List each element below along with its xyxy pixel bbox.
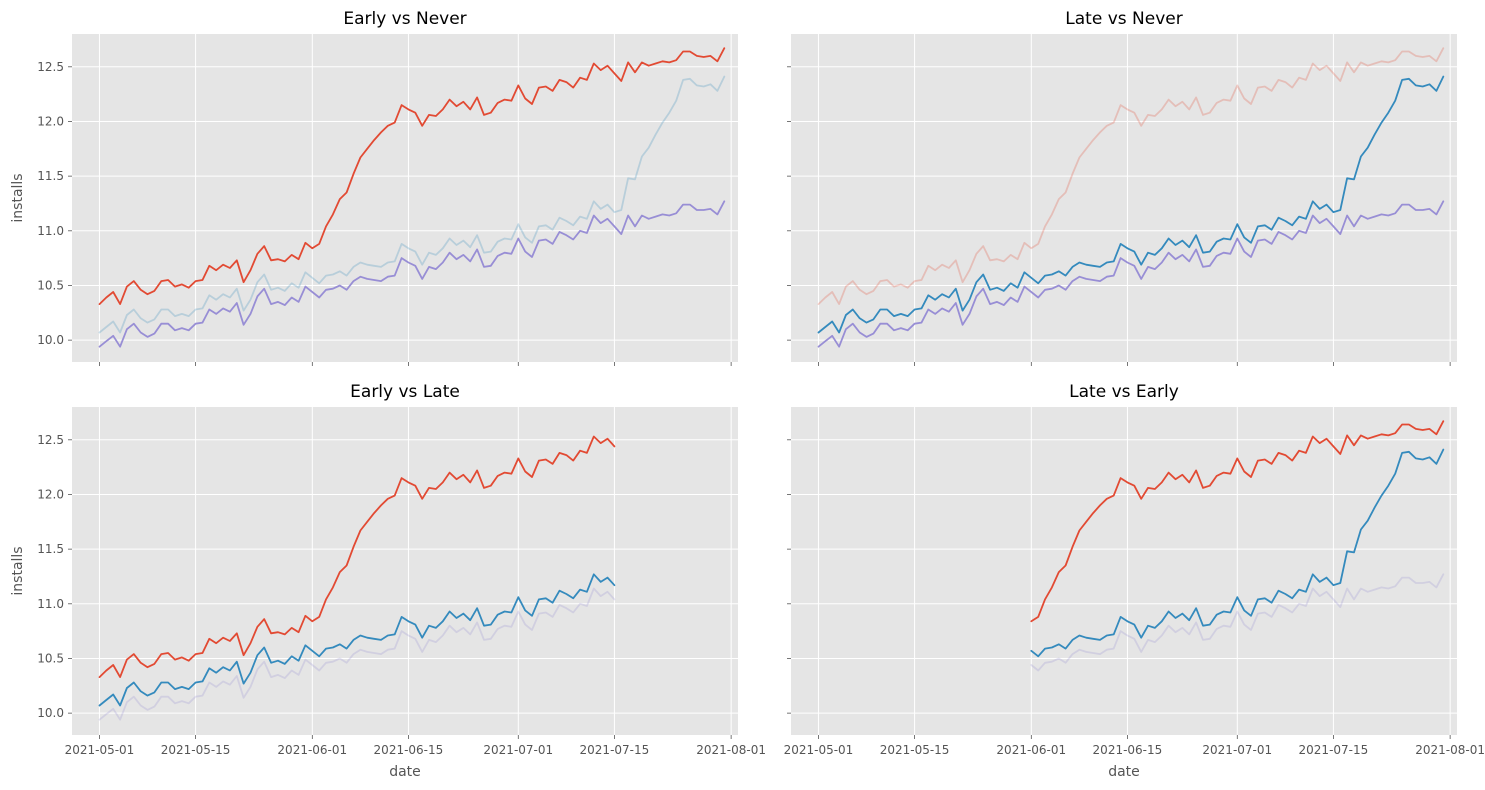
axis-ticks: 10.0 10.5 11.0 11.5 12.0 12.5 2021-05-01 2021-0…: [37, 433, 766, 757]
x-tick-label: 2021-06-15: [1093, 743, 1163, 757]
series-line-never: [98, 200, 726, 348]
gridlines: [791, 407, 1457, 735]
gridlines: [791, 34, 1457, 362]
x-tick-label: 2021-07-15: [1299, 743, 1369, 757]
series-lines: [817, 47, 1445, 348]
x-axis-label: date: [389, 764, 421, 780]
x-tick-label: 2021-05-01: [65, 743, 135, 757]
y-tick-label: 12.5: [37, 433, 64, 447]
x-tick-label: 2021-06-15: [374, 743, 444, 757]
series-line-late: [98, 573, 616, 707]
series-line-never: [817, 200, 1445, 348]
gridlines: [72, 34, 738, 362]
y-tick-label: 10.0: [37, 333, 64, 347]
axis-ticks: 10.0 10.5 11.0 11.5 12.0 12.5: [37, 60, 732, 366]
series-line-early: [817, 47, 1445, 306]
subplot-early-vs-late: 10.0 10.5 11.0 11.5 12.0 12.5 2021-05-01 2021-0…: [10, 382, 766, 780]
x-tick-label: 2021-08-01: [696, 743, 766, 757]
subplot-title: Early vs Late: [350, 382, 460, 402]
series-line-late: [817, 75, 1445, 334]
y-tick-label: 11.5: [37, 542, 64, 556]
x-tick-label: 2021-06-01: [277, 743, 347, 757]
series-lines: [1030, 420, 1445, 672]
axis-ticks: 2021-05-01 2021-05-15 2021-06-01 2021-06-15…: [784, 439, 1485, 757]
x-tick-label: 2021-07-01: [1202, 743, 1272, 757]
x-tick-label: 2021-07-01: [483, 743, 553, 757]
subplot-title: Early vs Never: [343, 9, 466, 29]
plot-area: [791, 407, 1457, 735]
subplot-early-vs-never: 10.010.511.011.512.012.5 Early vs Never …: [10, 9, 738, 366]
plot-area: [72, 407, 738, 735]
y-tick-label: 11.5: [37, 169, 64, 183]
y-axis-label: installs: [10, 173, 26, 222]
y-tick-label: 12.0: [37, 114, 64, 128]
x-tick-label: 2021-05-01: [784, 743, 854, 757]
y-axis-label: installs: [10, 546, 26, 595]
series-line-early: [98, 435, 616, 678]
plot-area: [791, 34, 1457, 362]
subplot-title: Late vs Never: [1065, 9, 1182, 29]
x-axis-label: date: [1108, 764, 1140, 780]
subplot-late-vs-never: Late vs Never: [787, 9, 1457, 366]
x-tick-label: 2021-05-15: [161, 743, 231, 757]
series-line-late: [1030, 448, 1445, 658]
x-tick-label: 2021-07-15: [580, 743, 650, 757]
x-tick-label: 2021-05-15: [880, 743, 950, 757]
subplot-title: Late vs Early: [1069, 382, 1179, 402]
y-tick-label: 12.5: [37, 60, 64, 74]
y-tick-label: 10.0: [37, 706, 64, 720]
y-tick-label: 11.0: [37, 224, 64, 238]
plot-area: [72, 34, 738, 362]
series-line-early: [1030, 420, 1445, 623]
x-tick-label: 2021-06-01: [996, 743, 1066, 757]
y-tick-label: 12.0: [37, 487, 64, 501]
series-line-never: [98, 587, 616, 721]
y-tick-label: 11.0: [37, 597, 64, 611]
axis-ticks: [787, 66, 1451, 366]
y-tick-label: 10.5: [37, 651, 64, 665]
x-tick-label: 2021-08-01: [1415, 743, 1485, 757]
subplot-late-vs-early: 2021-05-01 2021-05-15 2021-06-01 2021-06-15…: [784, 382, 1485, 780]
series-line-late: [98, 75, 726, 334]
series-line-never: [1030, 573, 1445, 672]
series-lines: [98, 47, 726, 348]
gridlines: [72, 407, 738, 735]
series-line-early: [98, 47, 726, 306]
y-tick-label: 10.5: [37, 278, 64, 292]
series-lines: [98, 435, 616, 721]
